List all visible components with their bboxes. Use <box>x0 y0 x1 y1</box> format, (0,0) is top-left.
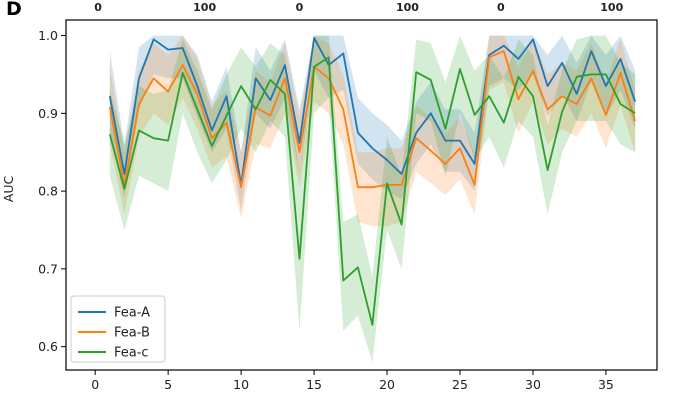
plot-frame <box>65 19 658 371</box>
x-tick-label: 30 <box>525 377 541 392</box>
top-axis: 0 100 0 100 0 100 <box>94 1 623 14</box>
x-tick-label: 10 <box>233 377 249 392</box>
confidence-bands <box>109 35 636 363</box>
fea-b-line <box>108 50 636 189</box>
series-lines <box>108 37 636 326</box>
y-axis-title: AUC <box>1 176 16 203</box>
x-tick-label: 35 <box>598 377 614 392</box>
fea-c-legend-label: Fea-c <box>114 346 149 361</box>
legend: Fea-A Fea-B Fea-c <box>70 295 166 363</box>
fea-c-line <box>108 56 636 326</box>
y-tick-label: 1.0 <box>38 28 58 43</box>
fea-a-band <box>109 35 636 211</box>
y-tick-label: 0.7 <box>38 261 58 276</box>
x-tick-label: 20 <box>379 377 395 392</box>
fea-c-band <box>109 35 636 363</box>
panel-label: D <box>6 0 22 20</box>
y-axis: 0.6 0.7 0.8 0.9 1.0 <box>38 28 66 354</box>
top-axis-label: 100 <box>600 1 623 14</box>
top-axis-label: 0 <box>497 1 505 14</box>
top-axis-label: 100 <box>193 1 216 14</box>
y-tick-label: 0.9 <box>38 106 58 121</box>
x-axis: 0 5 10 15 20 25 30 35 <box>91 370 614 392</box>
x-tick-label: 5 <box>164 377 172 392</box>
fea-a-legend-label: Fea-A <box>114 306 150 321</box>
y-tick-label: 0.6 <box>38 339 58 354</box>
top-axis-label: 0 <box>94 1 102 14</box>
y-tick-label: 0.8 <box>38 184 58 199</box>
fea-a-line <box>108 37 636 186</box>
x-tick-label: 15 <box>306 377 322 392</box>
top-axis-label: 0 <box>296 1 304 14</box>
top-axis-label: 100 <box>396 1 419 14</box>
fea-b-legend-label: Fea-B <box>114 326 150 341</box>
x-tick-label: 0 <box>91 377 99 392</box>
x-tick-label: 25 <box>452 377 468 392</box>
